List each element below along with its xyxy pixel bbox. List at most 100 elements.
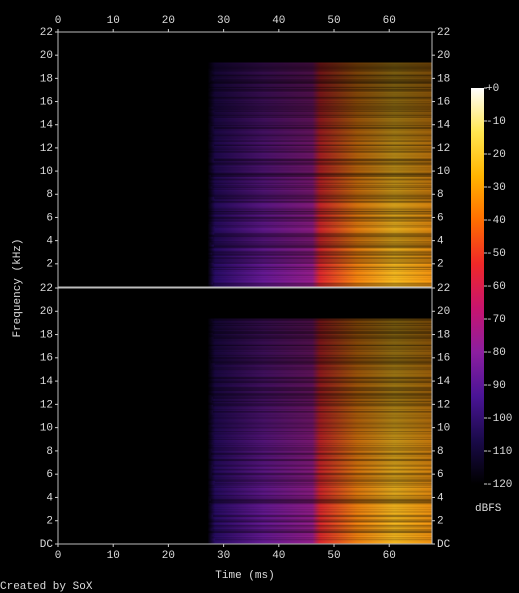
y-tick-label-right: 16: [437, 96, 450, 108]
spectrogram-stripe: [208, 82, 440, 85]
spectrogram-stripe: [206, 148, 439, 150]
spectrogram-stripe: [206, 388, 439, 392]
spectrogram-stripe: [214, 180, 447, 183]
spectrogram-stripe: [213, 262, 446, 265]
spectrogram-stripe: [203, 376, 436, 379]
spectrogram-stripe: [206, 112, 439, 115]
y-tick-label-right: 2: [437, 516, 444, 528]
spectrogram-stripe: [208, 440, 441, 443]
spectrogram-stripe: [205, 436, 438, 438]
spectrogram-stripe: [212, 153, 444, 155]
x-tick-label: 0: [55, 550, 62, 562]
spectrogram-stripe: [211, 472, 444, 476]
spectrogram-shade: [58, 318, 432, 544]
spectrogram-stripe: [215, 467, 447, 468]
spectrogram-stripe: [206, 216, 439, 219]
spectrogram-stripe: [210, 498, 443, 502]
spectrogram-stripe: [211, 460, 444, 463]
y-tick-label-right: 10: [437, 166, 450, 178]
spectrogram-stripe: [214, 160, 447, 163]
spectrogram-stripe: [213, 126, 446, 129]
spectrogram-stripe: [205, 386, 438, 389]
spectrogram-stripe: [211, 340, 444, 342]
y-tick-label-right: 8: [437, 189, 444, 201]
spectrogram-stripe: [213, 404, 445, 407]
spectrogram-stripe: [210, 174, 443, 177]
spectrogram-stripe: [214, 232, 447, 235]
spectrogram-stripe: [211, 420, 444, 423]
y-tick-label: 18: [40, 329, 53, 341]
spectrogram-stripe: [210, 266, 443, 268]
spectrogram-stripe: [205, 444, 438, 447]
spectrogram-stripe: [214, 516, 447, 518]
spectrogram-stripe: [210, 532, 443, 535]
spectrogram-stripe: [211, 394, 444, 397]
spectrogram-stripe: [204, 120, 437, 124]
spectrogram-stripe: [211, 400, 444, 403]
spectrogram-stripe: [213, 144, 446, 146]
spectrogram-stripe: [209, 240, 442, 243]
spectrogram-stripe: [209, 358, 442, 361]
y-tick-label: 8: [46, 189, 53, 201]
y-tick-label: 14: [40, 120, 54, 132]
spectrogram-stripe: [213, 396, 445, 399]
y-tick-label-right: 12: [437, 143, 450, 155]
spectrogram-stripe: [214, 538, 447, 541]
spectrogram-stripe: [208, 438, 440, 440]
y-tick-label: 22: [40, 27, 53, 39]
spectrogram-stripe: [203, 132, 436, 135]
spectrogram-stripe: [204, 518, 437, 522]
spectrogram-stripe: [214, 196, 447, 199]
spectrogram-stripe: [205, 222, 438, 224]
spectrogram-stripe: [205, 208, 438, 210]
spectrogram-stripe: [205, 154, 437, 157]
y-tick-label-right: 20: [437, 50, 450, 62]
y-tick-label-right: 4: [437, 492, 444, 504]
spectrogram-stripe: [207, 96, 440, 99]
spectrogram-stripe: [212, 448, 445, 451]
spectrogram-stripe: [210, 206, 443, 210]
spectrogram-stripe: [209, 108, 442, 111]
colorbar-tick-label: -110: [486, 446, 512, 458]
spectrogram-stripe: [210, 426, 443, 429]
spectrogram-stripe: [208, 260, 441, 263]
spectrogram-stripe: [206, 324, 439, 327]
spectrogram-stripe: [214, 362, 447, 365]
spectrogram-stripe: [212, 366, 444, 369]
spectrogram-stripe: [215, 226, 447, 228]
y-tick-label: DC: [40, 539, 54, 551]
spectrogram-stripe: [213, 432, 446, 435]
spectrogram-stripe: [210, 454, 443, 458]
y-tick-label-right: 12: [437, 399, 450, 411]
spectrogram-stripe: [209, 68, 442, 71]
colorbar-tick-label: -100: [486, 413, 512, 425]
y-tick-label: 4: [46, 236, 53, 248]
y-tick-label: 6: [46, 212, 53, 224]
y-tick-label: 12: [40, 143, 53, 155]
spectrogram-stripe: [205, 530, 438, 534]
spectrogram-stripe: [210, 122, 443, 124]
x-tick-label-top: 10: [107, 15, 120, 27]
spectrogram-stripe: [203, 62, 436, 65]
y-tick-label: 2: [46, 516, 53, 528]
spectrogram-stripe: [206, 392, 439, 396]
spectrogram-stripe: [211, 242, 444, 245]
spectrogram-stripe: [212, 332, 445, 334]
spectrogram-stripe: [214, 482, 447, 485]
spectrogram-stripe: [207, 493, 439, 494]
spectrogram-stripe: [213, 346, 446, 350]
spectrogram-stripe: [209, 178, 442, 181]
spectrogram-stripe: [214, 398, 447, 401]
y-tick-label: 16: [40, 353, 53, 365]
y-tick-label: 12: [40, 399, 53, 411]
y-tick-label-right: 22: [437, 27, 450, 39]
spectrogram-stripe: [211, 502, 444, 505]
spectrogram-stripe: [214, 480, 447, 483]
spectrogram-stripe: [212, 464, 445, 467]
spectrogram-stripe: [212, 488, 445, 491]
spectrogram-stripe: [206, 192, 439, 195]
x-tick-label: 30: [217, 550, 230, 562]
colorbar-tick-label: -70: [486, 314, 506, 326]
y-tick-label-right: 2: [437, 259, 444, 271]
spectrogram-stripe: [207, 390, 440, 393]
